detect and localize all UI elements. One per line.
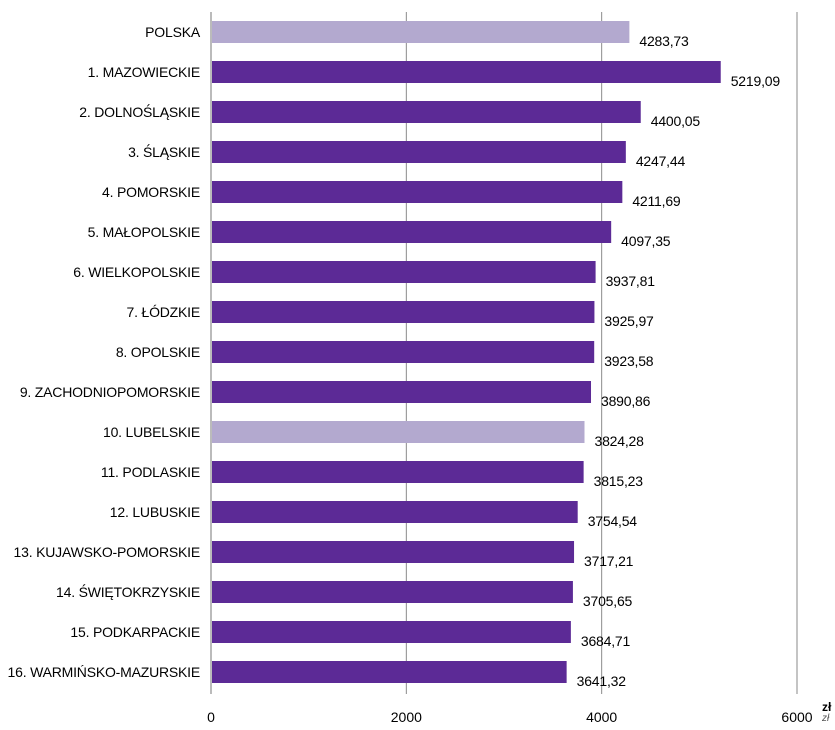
value-label: 3824,28: [595, 433, 645, 449]
category-label: 6. WIELKOPOLSKIE: [73, 264, 200, 280]
category-labels: POLSKA 1. MAZOWIECKIE 2. DOLNOŚLĄSKIE 3. ŚL…: [8, 24, 202, 680]
value-labels: 4283,73 5219,09 4400,05 4247,44 4211,69 4097,…: [577, 33, 781, 689]
bar: [212, 221, 612, 243]
bar: [212, 301, 595, 323]
x-tick-label: 0: [207, 709, 215, 725]
bar: [212, 181, 623, 203]
bar: [212, 501, 578, 523]
bar: [212, 61, 721, 83]
category-label: 5. MAŁOPOLSKIE: [88, 224, 200, 240]
value-label: 3890,86: [601, 393, 651, 409]
category-label: 2. DOLNOŚLĄSKIE: [79, 103, 200, 120]
bar: [212, 101, 641, 123]
value-label: 3923,58: [604, 353, 654, 369]
category-label: 15. PODKARPACKIE: [70, 624, 200, 640]
category-label: 1. MAZOWIECKIE: [88, 64, 200, 80]
category-label: 7. ŁÓDZKIE: [127, 304, 200, 320]
value-label: 4097,35: [621, 233, 671, 249]
bar: [212, 341, 595, 363]
bar: [212, 541, 575, 563]
bar: [212, 141, 626, 163]
x-tick-label: 4000: [586, 709, 617, 725]
x-tick-label: 2000: [391, 709, 422, 725]
category-label: 9. ZACHODNIOPOMORSKIE: [20, 384, 200, 400]
bar: [212, 21, 630, 43]
category-label: 8. OPOLSKIE: [116, 344, 200, 360]
gridlines: [210, 12, 798, 694]
category-label: 16. WARMIŃSKO-MAZURSKIE: [8, 664, 200, 680]
value-label: 3717,21: [584, 553, 634, 569]
x-axis-unit-label: zł: [822, 700, 832, 714]
bar: [212, 581, 573, 603]
value-label: 4283,73: [639, 33, 689, 49]
value-label: 4211,69: [632, 193, 681, 209]
value-label: 3937,81: [606, 273, 656, 289]
bars: [212, 21, 721, 683]
bar: [212, 261, 596, 283]
value-label: 3641,32: [577, 673, 627, 689]
bar: [212, 661, 567, 683]
bar: [212, 621, 571, 643]
category-label: 13. KUJAWSKO-POMORSKIE: [14, 544, 200, 560]
x-axis-tick-labels: 0 2000 4000 6000: [207, 709, 813, 725]
value-label: 3925,97: [604, 313, 654, 329]
bar: [212, 421, 585, 443]
category-label: 3. ŚLĄSKIE: [128, 143, 200, 160]
category-label: 14. ŚWIĘTOKRZYSKIE: [56, 583, 200, 600]
x-tick-label: 6000: [781, 709, 812, 725]
value-label: 3815,23: [594, 473, 644, 489]
category-label: 10. LUBELSKIE: [103, 424, 200, 440]
value-label: 4400,05: [651, 113, 701, 129]
value-label: 3705,65: [583, 593, 633, 609]
bar: [212, 381, 592, 403]
value-label: 3754,54: [588, 513, 638, 529]
category-label: 4. POMORSKIE: [102, 184, 200, 200]
category-label: POLSKA: [145, 24, 201, 40]
value-label: 3684,71: [581, 633, 631, 649]
category-label: 12. LUBUSKIE: [110, 504, 200, 520]
value-label: 4247,44: [636, 153, 686, 169]
category-label: 11. PODLASKIE: [101, 464, 200, 480]
value-label: 5219,09: [731, 73, 781, 89]
bar: [212, 461, 584, 483]
x-axis-unit-label-secondary: zł: [821, 713, 830, 724]
